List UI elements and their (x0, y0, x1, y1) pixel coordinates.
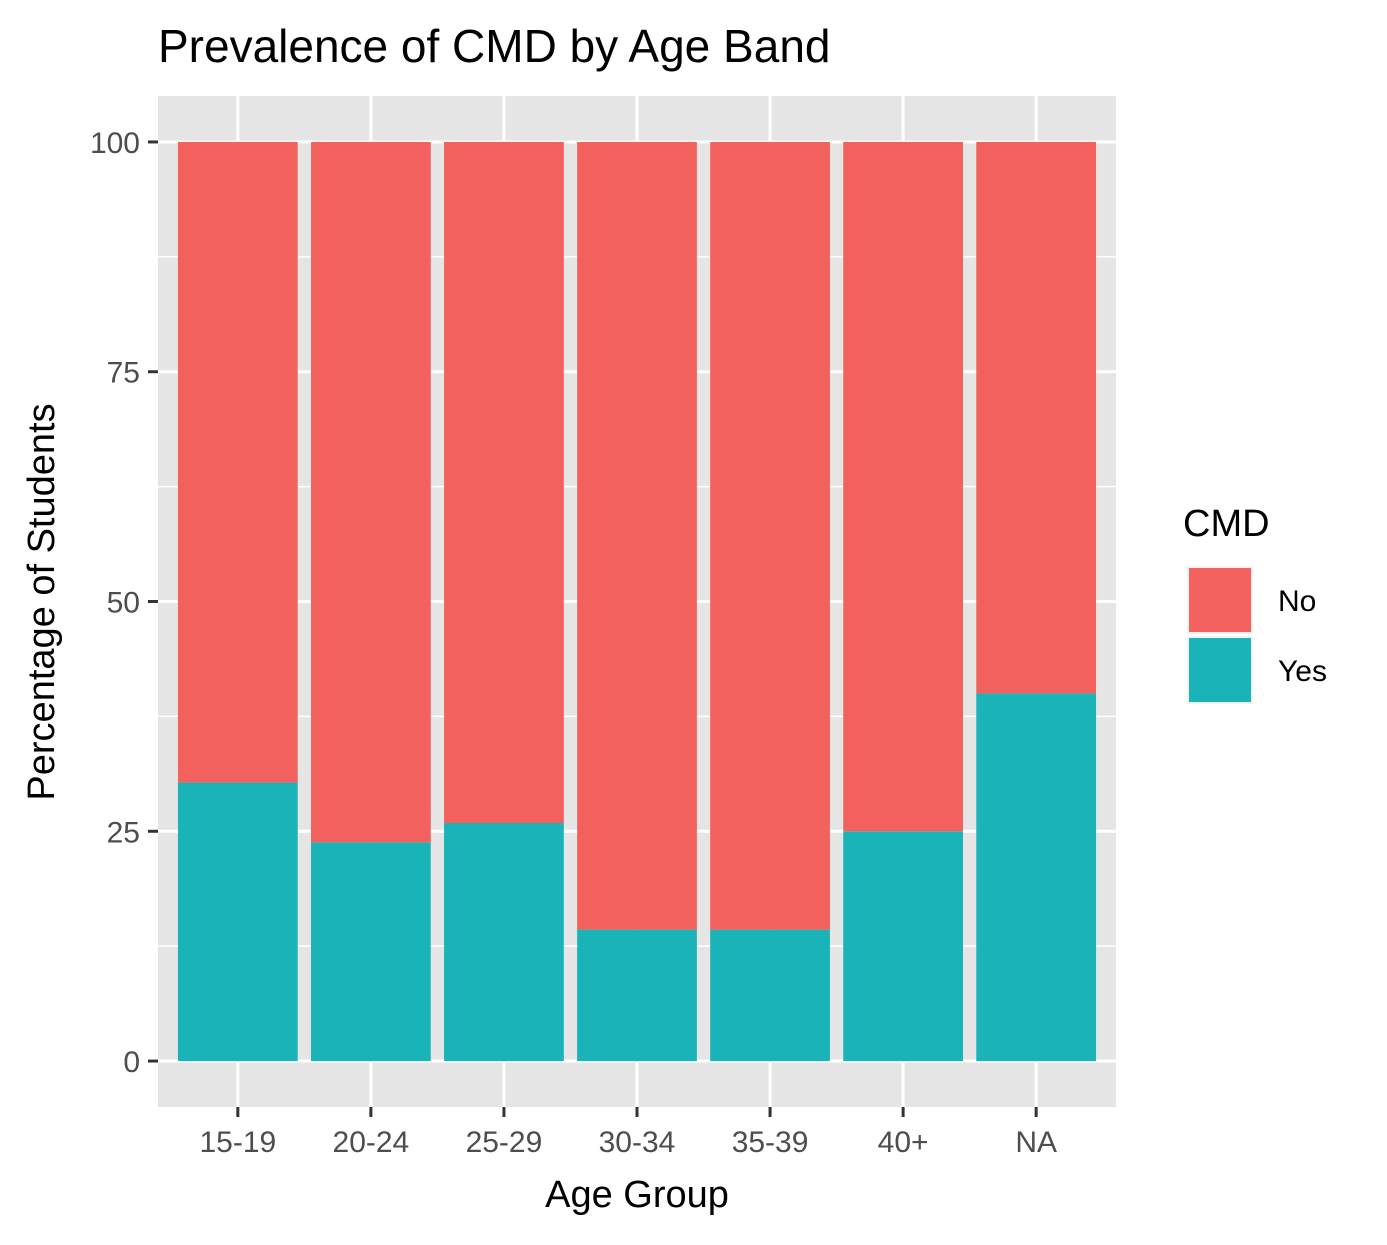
bar-segment-yes (843, 831, 963, 1062)
bar-segment-no (577, 141, 697, 930)
bar-segment-yes (311, 842, 431, 1062)
y-tick-label: 50 (107, 587, 140, 620)
y-tick-label: 75 (107, 357, 140, 390)
bar-segment-no (976, 141, 1097, 694)
legend-swatch-no (1189, 568, 1251, 632)
x-tick-label: 25-29 (466, 1126, 543, 1159)
bar-segment-no (177, 141, 298, 783)
x-axis-label: Age Group (545, 1174, 729, 1216)
x-tick-label: 40+ (878, 1126, 929, 1159)
bar-segment-yes (710, 929, 830, 1062)
bar-segment-no (843, 141, 963, 832)
y-tick-label: 0 (123, 1046, 140, 1079)
y-tick-label: 100 (90, 127, 140, 160)
y-axis: 0 25 50 75 100 (90, 127, 158, 1079)
x-tick-label: NA (1015, 1126, 1057, 1159)
bar-segment-no (311, 141, 431, 843)
bar-segment-yes (444, 823, 564, 1062)
x-tick-label: 30-34 (599, 1126, 676, 1159)
x-tick-label: 20-24 (333, 1126, 410, 1159)
legend-items: No Yes (1187, 566, 1327, 704)
x-tick-label: 15-19 (199, 1126, 276, 1159)
legend-swatch-yes (1189, 638, 1251, 702)
bar-segment-no (444, 141, 564, 824)
chart-title: Prevalence of CMD by Age Band (158, 20, 830, 72)
bars (177, 141, 1097, 1062)
y-tick-label: 25 (107, 816, 140, 849)
legend-title: CMD (1183, 503, 1270, 545)
y-axis-label: Percentage of Students (21, 403, 63, 800)
bar-segment-yes (177, 782, 298, 1062)
x-axis: 15-19 20-24 25-29 30-34 35-39 40+ NA (199, 1107, 1057, 1159)
legend-label: Yes (1278, 655, 1327, 688)
bar-segment-yes (976, 693, 1097, 1062)
bar-segment-yes (577, 929, 697, 1062)
x-tick-label: 35-39 (732, 1126, 809, 1159)
bar-segment-no (710, 141, 830, 930)
legend: CMD No Yes (1183, 503, 1327, 704)
legend-label: No (1278, 585, 1316, 618)
